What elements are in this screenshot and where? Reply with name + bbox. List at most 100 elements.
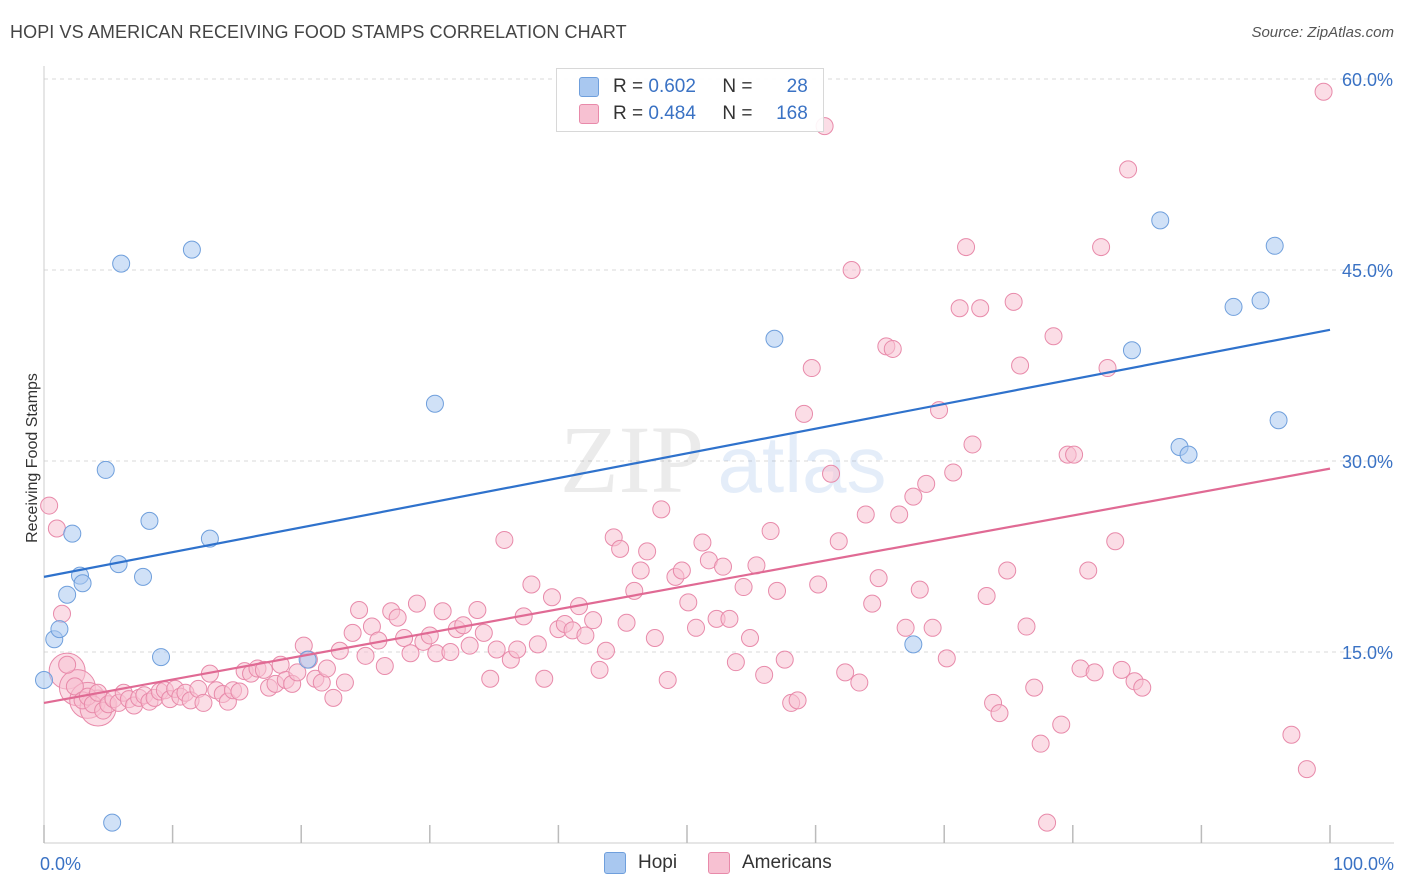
point-americans [1282, 725, 1301, 744]
point-americans [1133, 678, 1152, 697]
point-americans [58, 655, 77, 674]
point-hopi [182, 240, 201, 259]
point-americans [335, 673, 354, 692]
point-americans [714, 557, 733, 576]
point-americans [883, 339, 902, 358]
point-americans [433, 602, 452, 621]
point-americans [720, 609, 739, 628]
point-americans [508, 640, 527, 659]
point-americans [863, 594, 882, 613]
point-hopi [1265, 236, 1284, 255]
point-americans [535, 669, 554, 688]
y-axis-label: Receiving Food Stamps [24, 373, 41, 543]
point-americans [631, 561, 650, 580]
point-americans [693, 533, 712, 552]
point-americans [768, 581, 787, 600]
trend-lines [43, 328, 1331, 705]
point-americans [53, 604, 72, 623]
legend-n-value-hopi: 28 [786, 76, 808, 97]
point-americans [1297, 760, 1316, 779]
point-americans [963, 435, 982, 454]
point-hopi [73, 574, 92, 593]
point-americans [1106, 532, 1125, 551]
legend-box: R = 0.602 N = 28 R = 0.484 N = 168 [556, 68, 824, 132]
point-hopi [50, 620, 69, 639]
point-americans [388, 608, 407, 627]
point-americans [809, 575, 828, 594]
point-americans [1085, 663, 1104, 682]
point-americans [672, 561, 691, 580]
legend-swatch-hopi [579, 77, 599, 97]
point-americans [1038, 813, 1057, 832]
bottom-legend-swatch-americans [708, 852, 730, 874]
chart-title: HOPI VS AMERICAN RECEIVING FOOD STAMPS C… [10, 22, 627, 42]
source-label: Source: ZipAtlas.com [1251, 24, 1394, 41]
legend-n-label: N = [722, 76, 753, 97]
point-americans [890, 505, 909, 524]
point-americans [474, 623, 493, 642]
point-americans [317, 659, 336, 678]
point-americans [441, 643, 460, 661]
point-americans [638, 542, 657, 561]
bottom-legend-label-hopi: Hopi [638, 852, 678, 873]
point-americans [937, 649, 956, 668]
series-hopi [35, 211, 1288, 832]
point-americans [775, 650, 794, 669]
watermark: ZIP atlas [560, 406, 886, 513]
point-americans [350, 600, 369, 619]
point-americans [1314, 82, 1333, 101]
point-americans [795, 404, 814, 423]
point-americans [481, 669, 500, 688]
trend-line-hopi [43, 328, 1331, 578]
bottom-legend-hopi: Hopi [604, 852, 677, 874]
point-americans [850, 673, 869, 692]
point-americans [957, 238, 976, 257]
point-hopi [63, 524, 82, 543]
point-americans [590, 660, 609, 679]
point-americans [755, 665, 774, 684]
y-tick-label: 60.0% [1342, 70, 1393, 90]
point-americans [896, 618, 915, 637]
point-americans [1065, 445, 1084, 464]
point-americans [645, 628, 664, 647]
point-americans [856, 505, 875, 524]
legend-r-label: R = [613, 76, 644, 97]
watermark-atlas: atlas [718, 420, 887, 509]
point-americans [917, 474, 936, 493]
point-americans [726, 653, 745, 672]
point-americans [375, 657, 394, 676]
point-americans [528, 635, 547, 654]
point-americans [194, 693, 213, 712]
point-americans [836, 663, 855, 682]
y-tick-label: 15.0% [1342, 643, 1393, 663]
bottom-legend-americans: Americans [708, 852, 832, 874]
point-hopi [1251, 291, 1270, 310]
point-americans [596, 641, 615, 660]
point-hopi [152, 648, 171, 667]
point-americans [822, 464, 841, 483]
point-hopi [425, 394, 444, 413]
point-americans [1079, 561, 1098, 580]
bottom-legend-label-americans: Americans [742, 852, 832, 873]
point-americans [1044, 327, 1063, 346]
point-americans [343, 623, 362, 642]
point-americans [741, 628, 760, 647]
point-americans [584, 611, 603, 630]
point-americans [65, 677, 84, 696]
point-hopi [134, 567, 153, 586]
point-americans [829, 532, 848, 551]
point-americans [495, 530, 514, 549]
y-tick-label: 45.0% [1342, 261, 1393, 281]
legend-r-label: R = [613, 103, 644, 124]
point-americans [1031, 734, 1050, 753]
point-americans [468, 600, 487, 619]
point-hopi [140, 511, 159, 530]
point-hopi [904, 635, 923, 654]
legend-n-label: N = [722, 103, 753, 124]
point-americans [1025, 678, 1044, 697]
point-americans [990, 704, 1009, 723]
point-americans [611, 539, 630, 558]
bottom-legend-swatch-hopi [604, 852, 626, 874]
point-americans [679, 593, 698, 612]
